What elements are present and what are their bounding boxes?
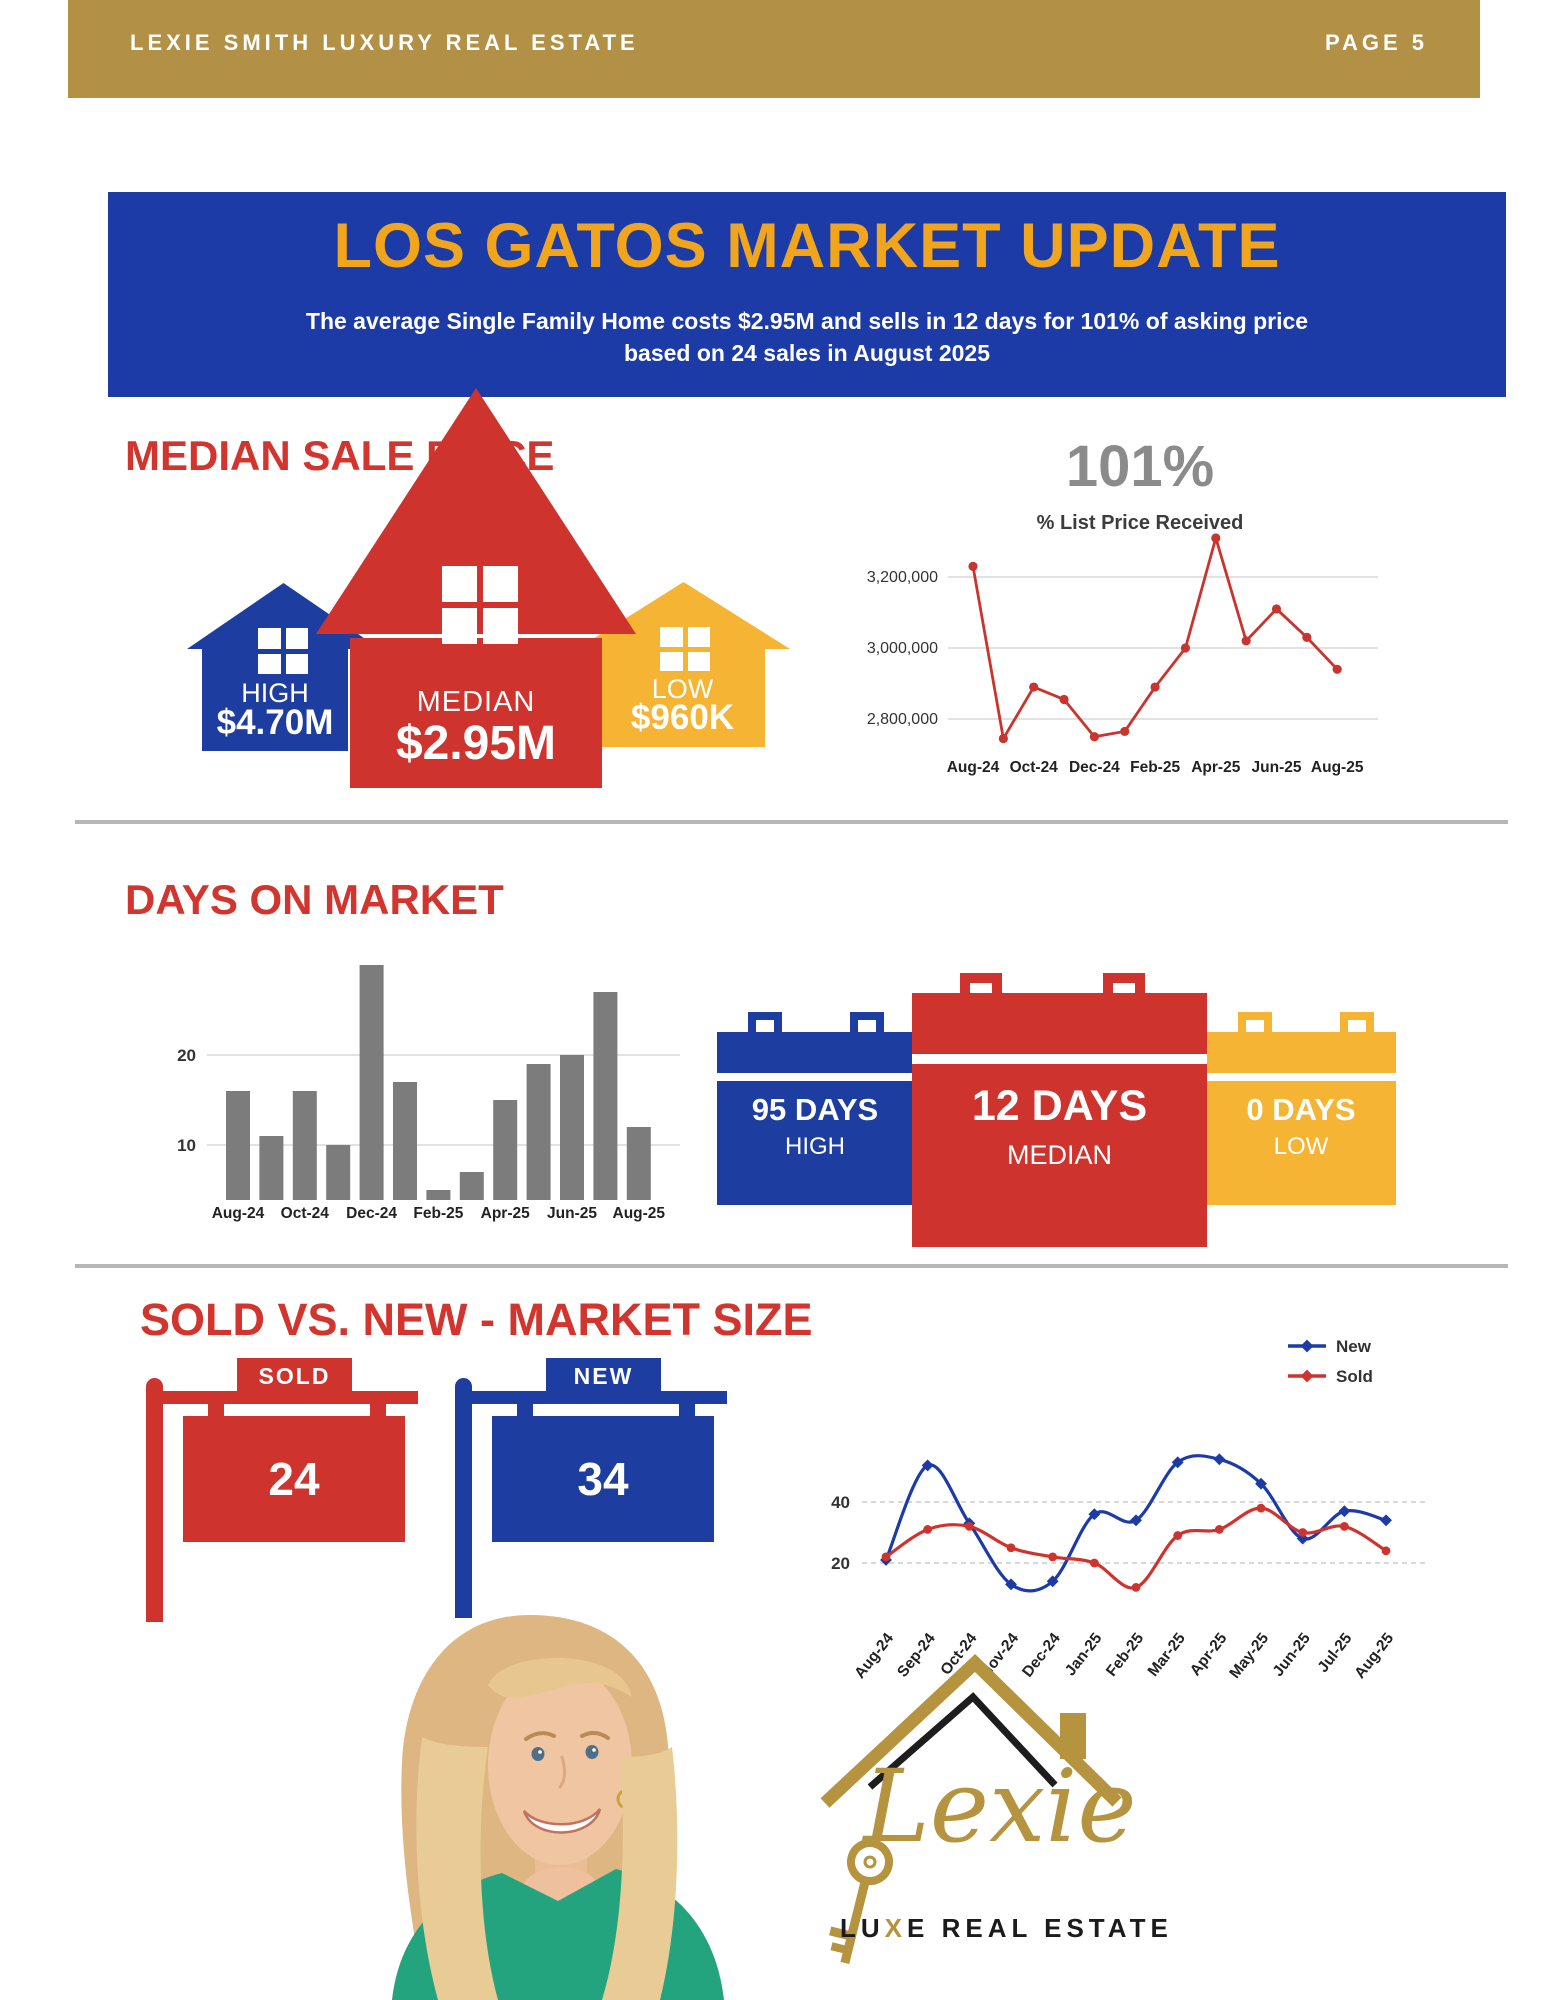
house-median: MEDIAN $2.95M: [316, 388, 636, 788]
house-body: [600, 648, 765, 747]
brand-logo: [820, 1654, 1122, 1964]
calendar-stripe: [912, 1054, 1207, 1064]
sign-value-plate: 34: [492, 1416, 714, 1542]
svg-text:3,000,000: 3,000,000: [867, 640, 938, 657]
logo-chimney-icon: [1060, 1713, 1086, 1759]
svg-text:May-25: May-25: [1226, 1630, 1272, 1682]
svg-text:Feb-25: Feb-25: [1130, 759, 1180, 776]
sign-top-plate: NEW: [546, 1358, 661, 1395]
svg-text:Dec-24: Dec-24: [1069, 759, 1120, 776]
calendar-stripe: [1206, 1073, 1396, 1081]
house-value: $2.95M: [395, 717, 557, 770]
sign-post: [146, 1378, 163, 1622]
sold-vs-new-title: SOLD VS. NEW - MARKET SIZE: [140, 1294, 813, 1345]
logo-tagline: LUXE REAL ESTATE: [840, 1913, 1168, 1944]
svg-text:Aug-25: Aug-25: [1311, 759, 1364, 776]
logo-name: Lexie: [863, 1748, 1137, 1865]
calendar-label: HIGH: [785, 1133, 845, 1160]
svg-text:20: 20: [177, 1046, 196, 1065]
chart-days-on-market: 20 10 Aug-24 Oct-24 Dec-24 Feb-25 Apr-25 Jun-25…: [177, 965, 680, 1222]
chart-list-price-received: 3,200,000 3,000,000 2,800,000 Aug-24 Oct-24 D…: [867, 533, 1378, 776]
market-banner: LOS GATOS MARKET UPDATE The average Sing…: [108, 192, 1506, 397]
svg-text:Aug-25: Aug-25: [613, 1205, 666, 1222]
svg-text:New: New: [1336, 1337, 1372, 1356]
page-number: PAGE 5: [1324, 30, 1428, 55]
svg-text:40: 40: [831, 1493, 850, 1512]
calendar-value: 12 DAYS: [971, 1082, 1148, 1130]
tagline-part: E REAL ESTATE: [907, 1913, 1173, 1943]
calendar-label: MEDIAN: [1006, 1140, 1112, 1170]
svg-text:Apr-25: Apr-25: [1191, 759, 1240, 776]
stat-percent: 101%: [1065, 434, 1215, 499]
calendar-body: [912, 993, 1207, 1247]
svg-text:2,800,000: 2,800,000: [867, 711, 938, 728]
banner-title: LOS GATOS MARKET UPDATE: [333, 211, 1281, 281]
chart-sold-vs-new: 4020NewSoldAug-24Sep-24Oct-24Nov-24Dec-2…: [831, 1337, 1425, 1682]
calendar-value: 95 DAYS: [751, 1092, 879, 1127]
house-label: MEDIAN: [416, 686, 536, 718]
agent-photo: [392, 1615, 724, 2000]
svg-text:Aug-25: Aug-25: [1351, 1630, 1397, 1682]
calendar-body: [717, 1032, 913, 1205]
section-divider: [75, 820, 1508, 824]
svg-text:Feb-25: Feb-25: [413, 1205, 463, 1222]
svg-text:Jul-25: Jul-25: [1315, 1630, 1356, 1676]
svg-text:Apr-25: Apr-25: [481, 1205, 530, 1222]
logo-key-icon: [829, 1839, 893, 1964]
tagline-part: LU: [840, 1913, 885, 1943]
svg-text:Oct-24: Oct-24: [281, 1205, 330, 1222]
sign-top-plate: SOLD: [237, 1358, 352, 1395]
sign-hook: [370, 1404, 386, 1417]
banner-subtitle-line2: based on 24 sales in August 2025: [623, 340, 990, 366]
calendar-stripe: [717, 1073, 913, 1081]
section-divider: [75, 1264, 1508, 1268]
house-low: LOW $960K: [577, 582, 790, 747]
days-on-market-title: DAYS ON MARKET: [125, 876, 504, 923]
logo-roof-black: [867, 1692, 1058, 1790]
calendar-value: 0 DAYS: [1246, 1092, 1356, 1127]
brand-text: LEXIE SMITH LUXURY REAL ESTATE: [130, 30, 639, 55]
svg-text:Oct-24: Oct-24: [1010, 759, 1059, 776]
sign-hook: [517, 1404, 533, 1417]
sign-post: [455, 1378, 472, 1618]
svg-text:Dec-24: Dec-24: [346, 1205, 397, 1222]
house-window-icon: [442, 566, 518, 644]
calendar-label: LOW: [1273, 1133, 1329, 1160]
header-bar: LEXIE SMITH LUXURY REAL ESTATE PAGE 5: [68, 0, 1480, 98]
svg-text:Sold: Sold: [1336, 1367, 1373, 1386]
house-label: HIGH: [241, 678, 309, 708]
svg-text:10: 10: [177, 1136, 196, 1155]
house-window-icon: [660, 627, 710, 671]
house-value: $4.70M: [216, 703, 334, 742]
calendar-body: [1206, 1032, 1396, 1205]
tagline-part-gold: X: [884, 1913, 908, 1943]
house-value: $960K: [630, 698, 735, 737]
house-window-icon: [258, 628, 308, 674]
house-body: [350, 638, 602, 788]
sign-value-plate: 24: [183, 1416, 405, 1542]
banner-subtitle-line1: The average Single Family Home costs $2.…: [305, 308, 1309, 334]
svg-text:Jun-25: Jun-25: [1252, 759, 1302, 776]
svg-text:3,200,000: 3,200,000: [867, 569, 938, 586]
stat-percent-label: % List Price Received: [1036, 512, 1244, 534]
svg-text:Jun-25: Jun-25: [547, 1205, 597, 1222]
svg-text:20: 20: [831, 1554, 850, 1573]
svg-text:Aug-24: Aug-24: [212, 1205, 265, 1222]
svg-text:Aug-24: Aug-24: [947, 759, 1000, 776]
sign-hook: [679, 1404, 695, 1417]
sign-hook: [208, 1404, 224, 1417]
svg-text:Jun-25: Jun-25: [1270, 1630, 1314, 1680]
house-label: LOW: [651, 674, 714, 704]
